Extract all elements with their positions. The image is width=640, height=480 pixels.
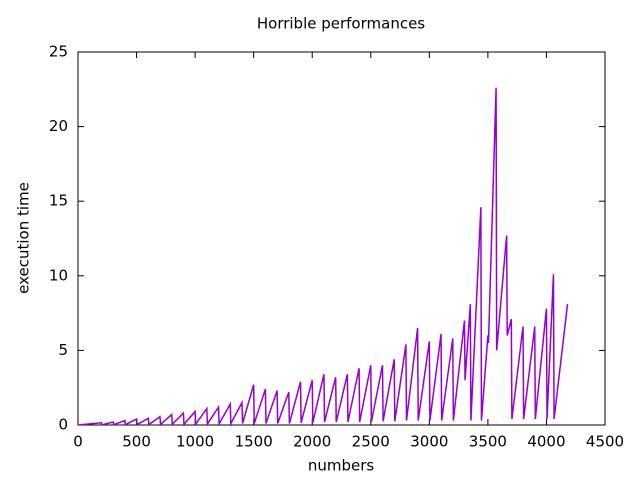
x-tick-label: 500 (122, 433, 151, 451)
x-axis-label: numbers (308, 457, 375, 475)
x-tick-label: 4000 (527, 433, 565, 451)
y-tick-label: 20 (49, 117, 68, 135)
plot-frame (77, 51, 606, 426)
chart-title: Horrible performances (257, 15, 425, 33)
y-axis-label: execution time (15, 182, 33, 294)
y-tick-label: 5 (58, 341, 68, 359)
x-tick-label: 0 (73, 433, 83, 451)
data-line (77, 87, 569, 427)
x-tick-label: 3000 (410, 433, 448, 451)
x-tick-label: 3500 (469, 433, 507, 451)
x-tick-label: 1000 (176, 433, 214, 451)
x-tick-label: 1500 (235, 433, 273, 451)
y-tick-label: 15 (49, 192, 68, 210)
x-tick-label: 2500 (352, 433, 390, 451)
y-tick-label: 0 (58, 416, 68, 434)
x-tick-label: 2000 (293, 433, 331, 451)
x-tick-label: 4500 (586, 433, 624, 451)
y-tick-label: 25 (49, 43, 68, 61)
y-tick-label: 10 (49, 266, 68, 284)
